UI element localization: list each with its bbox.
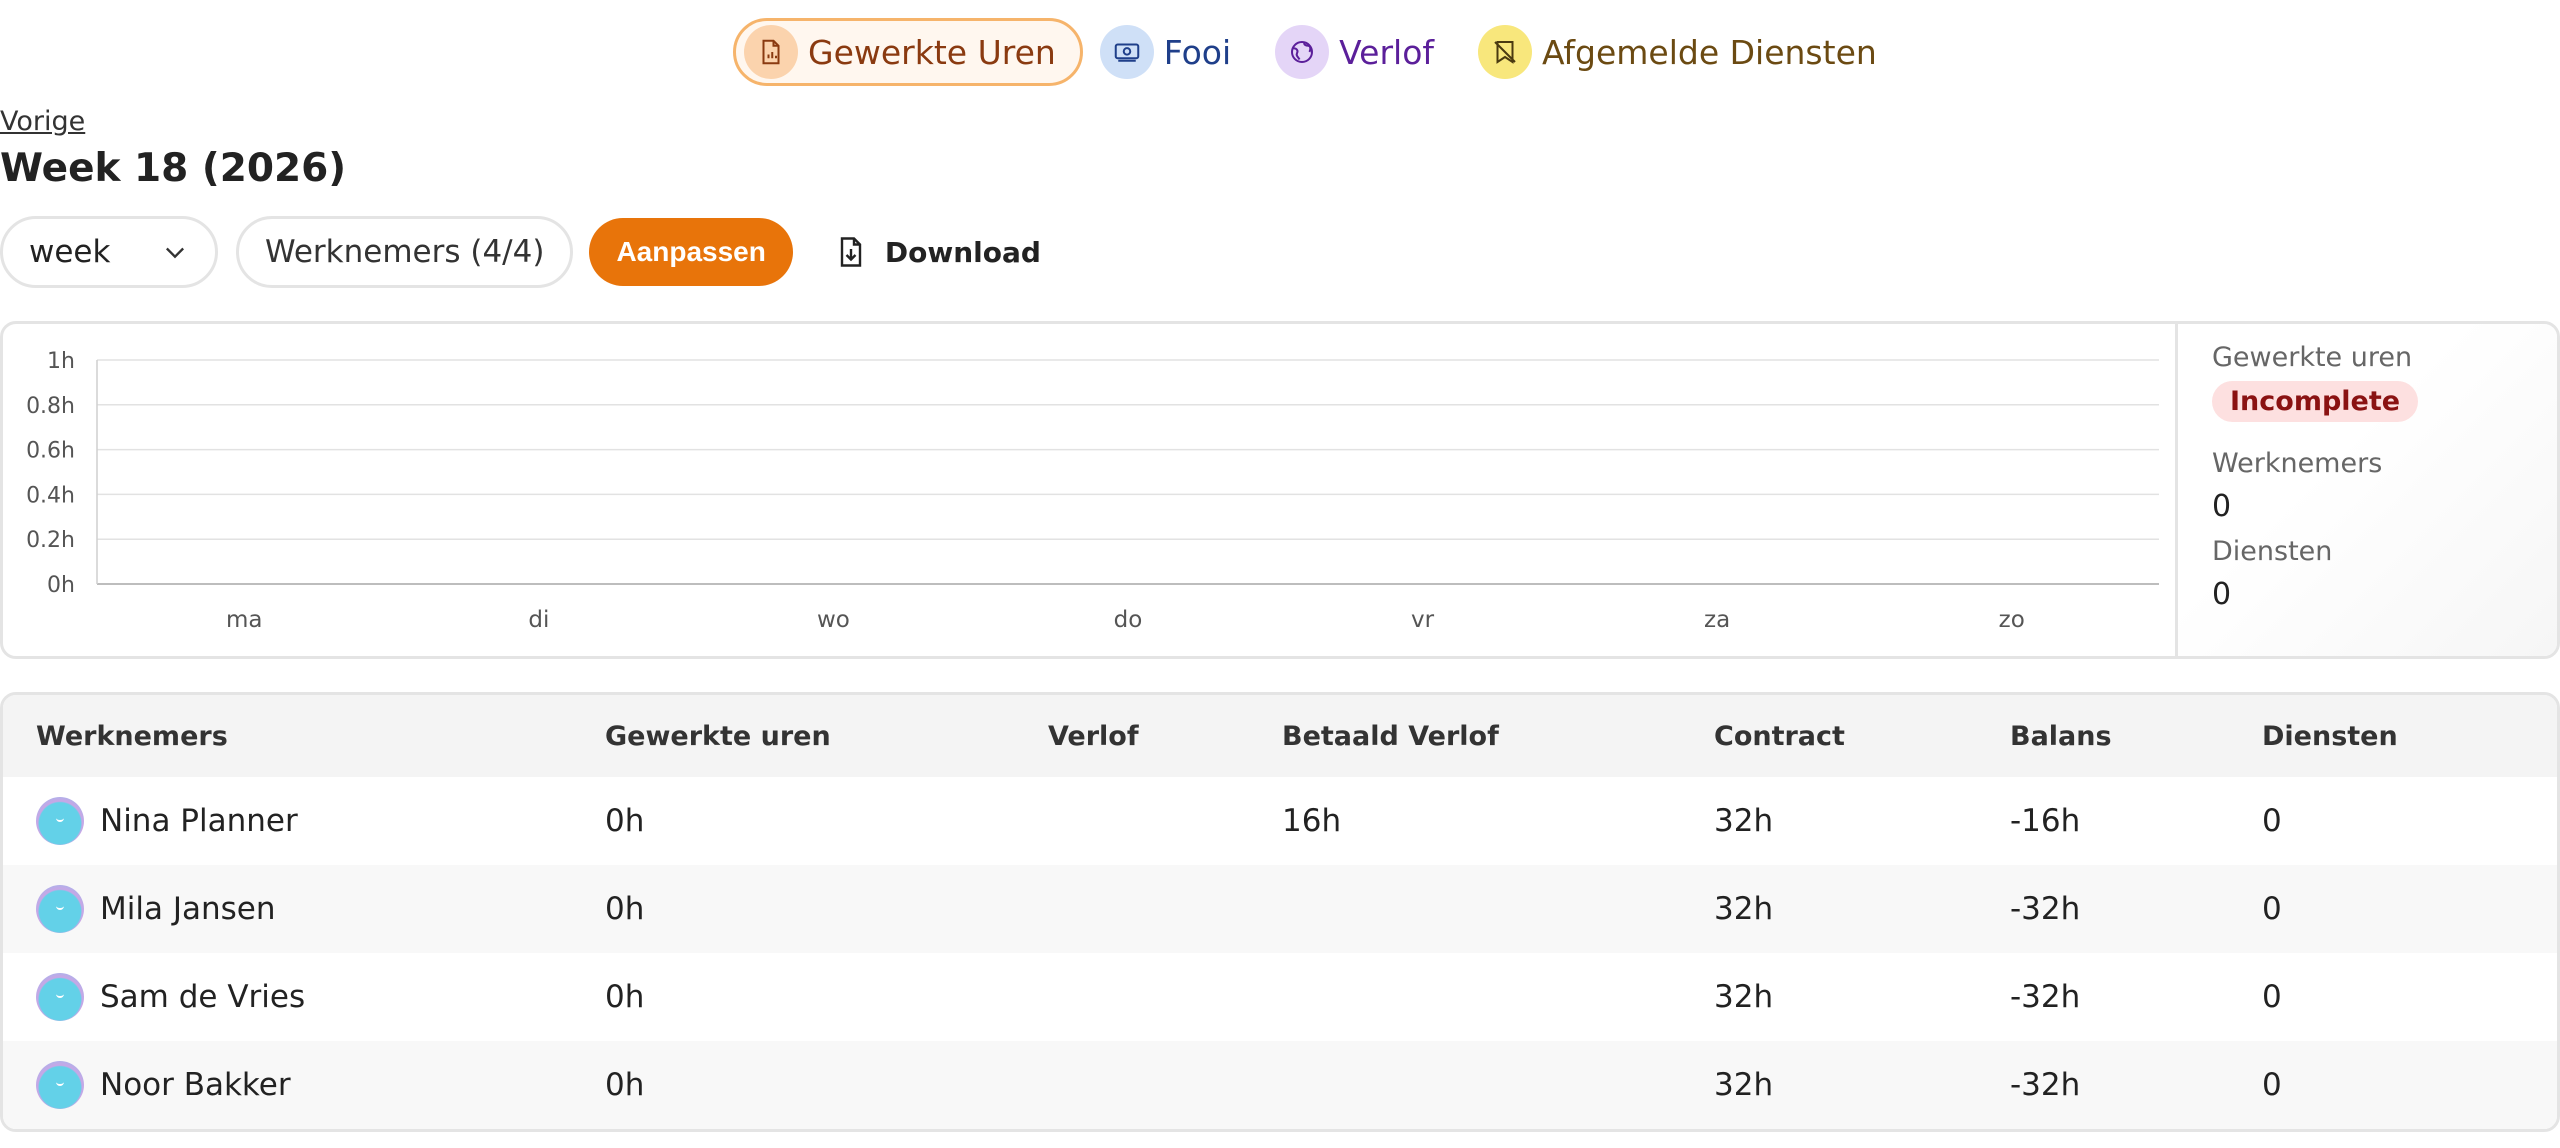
column-header-paid-leave[interactable]: Betaald Verlof [1282, 720, 1499, 752]
previous-link[interactable]: Vorige [0, 106, 86, 137]
hours-cell: 0h [605, 1067, 645, 1103]
period-select-value: week [29, 234, 111, 270]
table-body: Nina Planner 0h 16h 32h -16h 0 Mila Jans… [3, 777, 2557, 1129]
hours-cell: 0h [605, 891, 645, 927]
contract-cell: 32h [1714, 803, 1774, 839]
column-header-shifts[interactable]: Diensten [2262, 720, 2398, 752]
balance-cell: -32h [2010, 1067, 2081, 1103]
balance-cell: -16h [2010, 803, 2081, 839]
employee-name: Nina Planner [100, 803, 298, 839]
shifts-label: Diensten [2212, 536, 2333, 567]
y-tick-label: 1h [47, 349, 75, 374]
y-tick-label: 0.2h [26, 528, 75, 553]
avatar [36, 797, 84, 845]
tab-label: Fooi [1163, 32, 1232, 72]
balance-cell: -32h [2010, 891, 2081, 927]
contract-cell: 32h [1714, 891, 1774, 927]
tab-gewerkte-uren[interactable]: Gewerkte Uren [733, 18, 1083, 86]
table-row[interactable]: Nina Planner 0h 16h 32h -16h 0 [3, 777, 2557, 865]
employee-name: Mila Jansen [100, 891, 276, 927]
x-tick-label: do [1114, 607, 1143, 633]
y-tick-label: 0.4h [26, 483, 75, 508]
paid-leave-cell: 16h [1282, 803, 1342, 839]
x-tick-label: wo [817, 607, 850, 633]
hours-chart: 0h 0.2h 0.4h 0.6h 0.8h 1h ma di wo do vr za zo [3, 324, 2175, 656]
adjust-button[interactable]: Aanpassen [589, 218, 793, 286]
balance-cell: -32h [2010, 979, 2081, 1015]
shifts-cell: 0 [2262, 1067, 2282, 1103]
money-icon [1099, 25, 1154, 79]
employees-table: Werknemers Gewerkte uren Verlof Betaald … [0, 692, 2560, 1132]
download-label: Download [884, 235, 1041, 269]
employees-value: 0 [2212, 489, 2232, 524]
hours-label: Gewerkte uren [2212, 342, 2413, 373]
hours-cell: 0h [605, 979, 645, 1015]
x-tick-label: za [1704, 607, 1730, 633]
page-title: Week 18 (2026) [0, 146, 347, 191]
status-badge: Incomplete [2212, 381, 2419, 422]
report-icon [744, 25, 798, 79]
download-file-icon [840, 237, 862, 267]
report-tabs: Gewerkte Uren Fooi Verlof Afgemelde Dien… [733, 16, 1910, 88]
tab-verlof[interactable]: Verlof [1264, 18, 1461, 86]
table-row[interactable]: Noor Bakker 0h 32h -32h 0 [3, 1041, 2557, 1129]
tab-fooi[interactable]: Fooi [1089, 18, 1258, 86]
table-row[interactable]: Mila Jansen 0h 32h -32h 0 [3, 865, 2557, 953]
shifts-value: 0 [2212, 577, 2232, 612]
tab-afgemelde-diensten[interactable]: Afgemelde Diensten [1467, 18, 1904, 86]
employee-name: Noor Bakker [100, 1067, 291, 1103]
shifts-cell: 0 [2262, 803, 2282, 839]
period-select[interactable]: week [0, 216, 218, 288]
x-tick-label: di [528, 607, 549, 633]
chevron-down-icon [166, 247, 184, 259]
column-header-employees[interactable]: Werknemers [36, 720, 228, 752]
employees-label: Werknemers [2212, 448, 2383, 479]
cancelled-shift-icon [1478, 25, 1533, 79]
employees-filter-button[interactable]: Werknemers (4/4) [236, 216, 574, 288]
avatar [36, 885, 84, 933]
hours-chart-card: 0h 0.2h 0.4h 0.6h 0.8h 1h ma di wo do vr za zo Gewer… [0, 321, 2560, 659]
download-button[interactable]: Download [819, 218, 1055, 286]
tab-label: Verlof [1339, 32, 1435, 72]
column-header-leave[interactable]: Verlof [1048, 720, 1139, 752]
y-tick-label: 0h [47, 573, 75, 598]
column-header-balance[interactable]: Balans [2010, 720, 2112, 752]
hours-cell: 0h [605, 803, 645, 839]
avatar [36, 1061, 84, 1109]
shifts-cell: 0 [2262, 891, 2282, 927]
tab-label: Afgemelde Diensten [1542, 32, 1877, 72]
x-tick-label: zo [1999, 607, 2025, 633]
y-tick-label: 0.8h [26, 394, 75, 419]
column-header-hours[interactable]: Gewerkte uren [605, 720, 831, 752]
x-tick-label: vr [1411, 607, 1435, 633]
toolbar: week Werknemers (4/4) Aanpassen Download [0, 216, 1055, 288]
summary-panel: Gewerkte uren Incomplete Werknemers 0 Di… [2175, 324, 2557, 656]
avatar [36, 973, 84, 1021]
contract-cell: 32h [1714, 979, 1774, 1015]
globe-icon [1275, 25, 1330, 79]
column-header-contract[interactable]: Contract [1714, 720, 1845, 752]
x-tick-label: ma [226, 607, 263, 633]
contract-cell: 32h [1714, 1067, 1774, 1103]
tab-label: Gewerkte Uren [808, 32, 1056, 72]
shifts-cell: 0 [2262, 979, 2282, 1015]
table-header: Werknemers Gewerkte uren Verlof Betaald … [3, 695, 2557, 777]
hours-chart-svg: 0h 0.2h 0.4h 0.6h 0.8h 1h ma di wo do vr za zo [26, 349, 2159, 633]
y-tick-label: 0.6h [26, 439, 75, 464]
employee-name: Sam de Vries [100, 979, 306, 1015]
table-row[interactable]: Sam de Vries 0h 32h -32h 0 [3, 953, 2557, 1041]
